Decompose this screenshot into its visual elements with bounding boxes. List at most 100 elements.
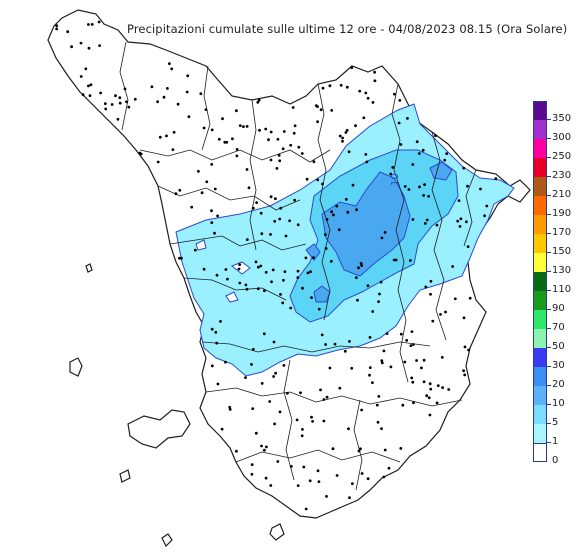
station-dot — [272, 375, 275, 378]
station-dot — [325, 395, 329, 399]
station-dot — [269, 195, 273, 199]
legend-class-5: 5 — [533, 405, 583, 428]
station-dot — [245, 125, 249, 128]
station-dot — [309, 270, 312, 274]
station-dot — [259, 264, 263, 268]
legend-class-230: 230 — [533, 158, 583, 181]
station-dot — [210, 364, 214, 368]
station-dot — [286, 391, 289, 395]
legend-swatch — [533, 291, 547, 310]
station-dot — [382, 349, 386, 353]
legend-class-190: 190 — [533, 196, 583, 219]
legend-class-50: 50 — [533, 329, 583, 352]
legend-tick — [547, 423, 551, 424]
station-dot — [346, 210, 350, 214]
station-dot — [393, 92, 396, 96]
station-dot — [226, 277, 229, 281]
legend-tick — [547, 233, 551, 234]
rain-area-10mm-d — [305, 243, 321, 261]
station-dot — [282, 364, 286, 367]
station-dot — [380, 427, 383, 430]
station-dot — [324, 247, 328, 250]
station-dot — [368, 366, 372, 369]
legend-class-130: 130 — [533, 253, 583, 276]
station-dot — [451, 265, 454, 268]
station-dot — [150, 85, 154, 89]
station-dot — [462, 369, 465, 373]
station-dot — [320, 333, 324, 337]
station-dot — [316, 105, 319, 108]
station-dot — [445, 152, 449, 156]
station-dot — [362, 116, 366, 120]
legend-swatch — [533, 158, 547, 177]
legend-label: 10 — [552, 398, 565, 409]
station-dot — [255, 201, 258, 205]
legend-tick — [547, 138, 551, 139]
station-dot — [383, 448, 387, 452]
legend-class-1: 1 — [533, 424, 583, 447]
station-dot — [366, 284, 370, 288]
station-dot — [457, 199, 461, 203]
station-dot — [431, 319, 435, 323]
station-dot — [365, 160, 369, 164]
station-dot — [456, 219, 460, 223]
station-dot — [423, 222, 427, 225]
station-dot — [350, 66, 354, 69]
station-dot — [296, 484, 300, 487]
station-dot — [296, 223, 300, 227]
station-dot — [244, 283, 248, 287]
legend-tick — [547, 290, 551, 291]
station-dot — [440, 356, 444, 359]
station-dot — [210, 163, 214, 166]
station-dot — [66, 30, 70, 34]
station-dot — [380, 359, 384, 363]
legend-label: 110 — [552, 284, 572, 295]
station-dot — [289, 306, 293, 310]
legend-label: 300 — [552, 132, 572, 143]
station-dot — [316, 469, 320, 473]
station-dot — [418, 185, 421, 189]
station-dot — [247, 186, 251, 190]
station-dot — [360, 472, 364, 475]
station-dot — [304, 256, 308, 260]
station-dot — [399, 143, 403, 146]
station-dot — [439, 313, 442, 316]
station-dot — [425, 394, 429, 398]
legend-class-30: 30 — [533, 348, 583, 371]
station-dot — [220, 427, 224, 431]
station-dot — [333, 342, 337, 346]
station-dot — [281, 147, 285, 151]
station-dot — [373, 70, 376, 74]
station-dot — [98, 44, 101, 47]
station-dot — [422, 380, 426, 384]
station-dot — [221, 117, 224, 121]
station-dot — [376, 420, 380, 424]
rain-hole-2 — [225, 291, 239, 303]
station-dot — [123, 87, 127, 91]
station-dot — [118, 96, 122, 100]
station-dot — [275, 167, 279, 170]
station-dot — [87, 23, 90, 26]
station-dot — [427, 194, 430, 198]
station-dot — [411, 380, 415, 384]
station-dot — [345, 128, 349, 132]
station-dot — [380, 236, 384, 240]
station-dot — [447, 388, 451, 391]
legend-tick — [547, 442, 551, 443]
station-dot — [256, 100, 260, 104]
station-dot — [235, 148, 239, 151]
station-dot — [344, 197, 348, 201]
station-dot — [225, 140, 229, 144]
station-dot — [269, 233, 272, 236]
station-dot — [278, 159, 282, 163]
station-dot — [366, 96, 370, 100]
station-dot — [55, 24, 59, 28]
legend-class-300: 300 — [533, 120, 583, 143]
station-dot — [385, 332, 389, 335]
station-dot — [373, 79, 377, 83]
station-dot — [172, 130, 176, 134]
station-dot — [359, 447, 362, 451]
station-dot — [235, 154, 239, 158]
station-dot — [292, 131, 296, 135]
station-dot — [110, 103, 114, 106]
